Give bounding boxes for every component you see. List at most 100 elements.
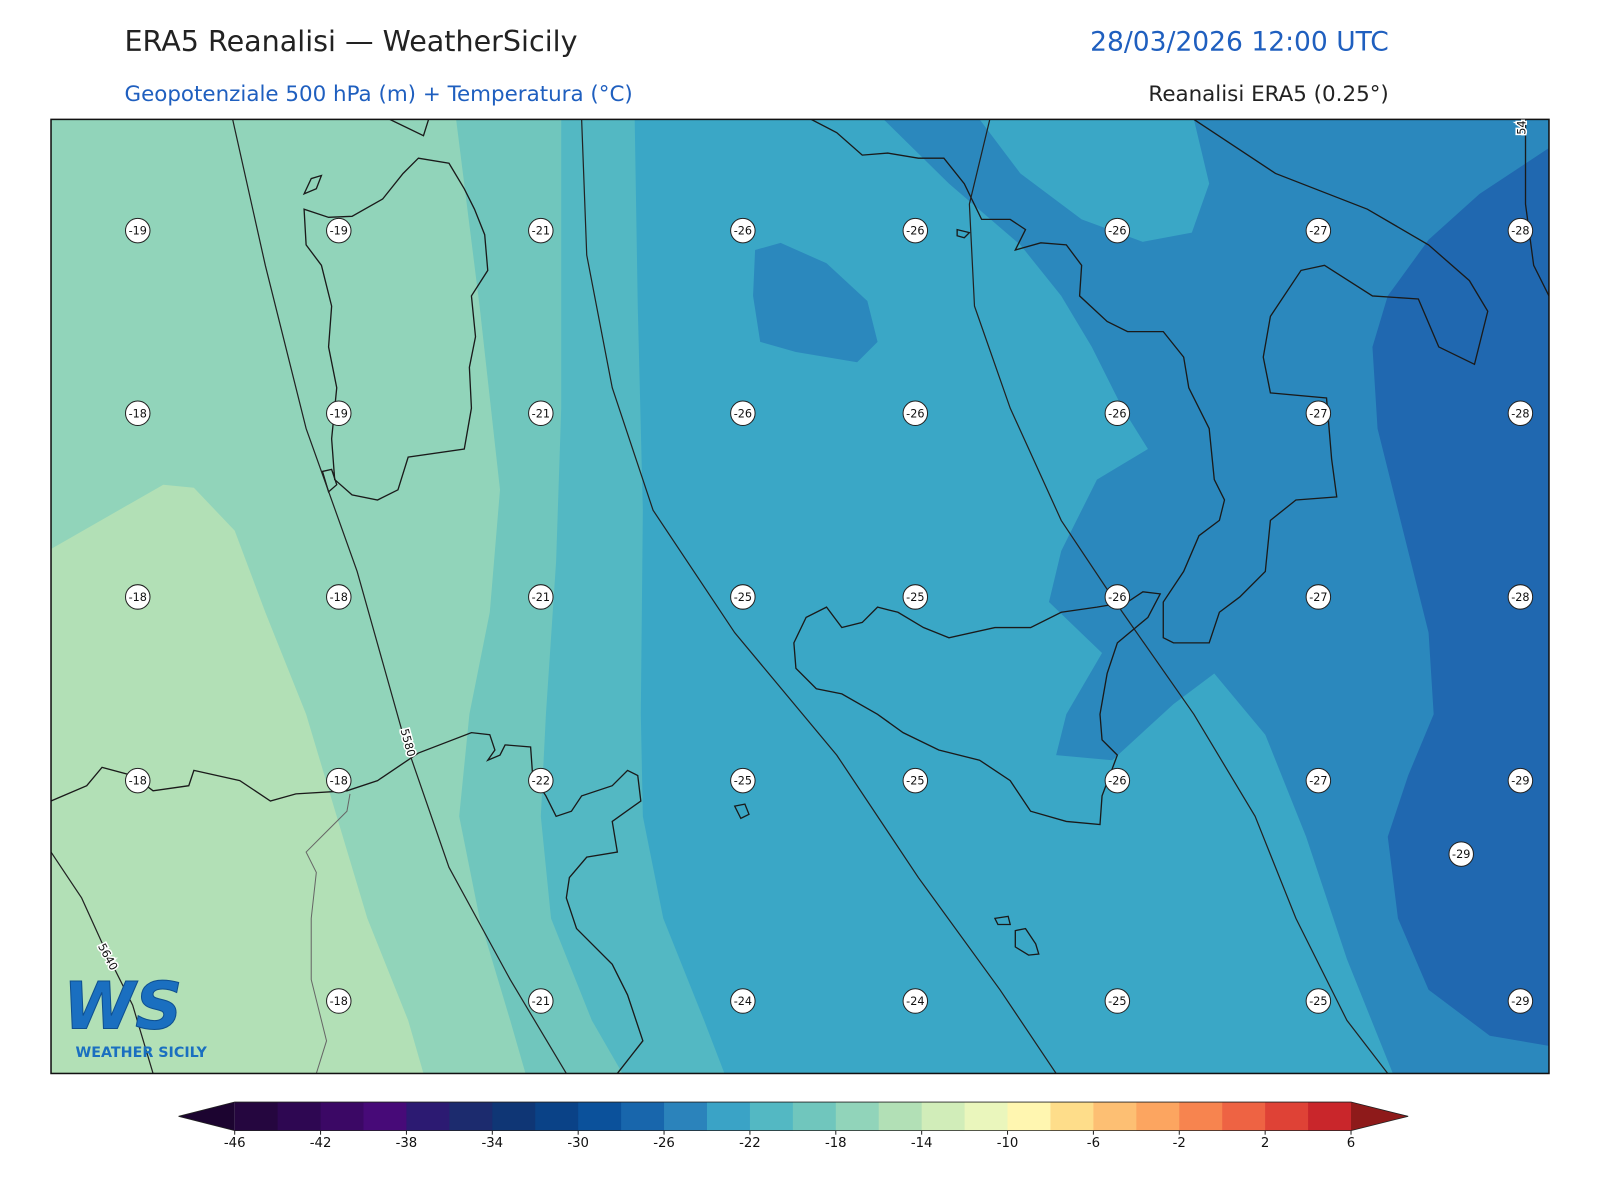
map-field <box>51 119 1549 1074</box>
colorbar-tick-label: -42 <box>310 1136 332 1151</box>
colorbar-segment <box>1050 1102 1094 1131</box>
temperature-label: -19 <box>330 407 348 420</box>
colorbar-extend-high <box>1351 1102 1409 1131</box>
colorbar-segment <box>406 1102 450 1131</box>
coastline <box>389 119 430 137</box>
title: ERA5 Reanalisi — WeatherSicily <box>124 24 577 58</box>
station-marker <box>125 767 151 794</box>
temperature-label: -26 <box>734 407 752 420</box>
temperature-label: -24 <box>906 995 924 1008</box>
station-marker <box>528 217 554 244</box>
colorbar-segment <box>1093 1102 1137 1131</box>
colorbar-tick-label: 6 <box>1347 1136 1355 1151</box>
colorbar-segment <box>492 1102 536 1131</box>
station-marker <box>730 217 756 244</box>
temperature-label: -18 <box>330 775 348 788</box>
colorbar-segment <box>1136 1102 1180 1131</box>
station-marker <box>1507 400 1534 427</box>
temperature-label: -26 <box>1108 775 1126 788</box>
temperature-label: -25 <box>906 591 924 604</box>
temperature-label: -21 <box>532 225 550 238</box>
temperature-label: -25 <box>734 591 752 604</box>
station-marker <box>1305 767 1332 794</box>
station-marker <box>1305 217 1332 244</box>
colorbar-segment <box>1222 1102 1266 1131</box>
station-marker <box>902 988 929 1014</box>
station-marker <box>730 400 756 427</box>
colorbar-segment <box>1265 1102 1309 1131</box>
logo: WS WEATHER SICILY <box>63 968 208 1061</box>
colorbar-segment <box>964 1102 1009 1131</box>
temperature-label: -18 <box>330 995 348 1008</box>
temperature-label: -26 <box>906 407 924 420</box>
temperature-label: -29 <box>1511 775 1529 788</box>
temperature-label: -26 <box>1108 407 1126 420</box>
station-marker <box>1305 988 1332 1014</box>
station-marker <box>730 988 756 1014</box>
coastline <box>51 731 644 1074</box>
station-marker <box>528 400 554 427</box>
station-marker <box>326 767 352 794</box>
station-marker <box>1507 767 1534 794</box>
temperature-label: -27 <box>1309 407 1327 420</box>
border <box>305 793 351 1074</box>
temperature-label: -18 <box>129 591 147 604</box>
colorbar-segment <box>1308 1102 1352 1131</box>
temperature-label: -18 <box>129 775 147 788</box>
temperature-label: -26 <box>1108 591 1126 604</box>
colorbar-tick-label: 2 <box>1261 1136 1269 1151</box>
coastline <box>302 174 323 196</box>
source: Reanalisi ERA5 (0.25°) <box>1148 82 1388 107</box>
station-marker <box>326 400 352 427</box>
station-marker <box>125 217 151 244</box>
temperature-label: -25 <box>906 775 924 788</box>
datetime: 28/03/2026 12:00 UTC <box>1090 26 1389 57</box>
station-marker <box>528 584 554 610</box>
colorbar-segment <box>320 1102 365 1131</box>
colorbar-tick-label: -34 <box>481 1136 503 1151</box>
colorbar-segment <box>706 1102 751 1131</box>
colorbar-segment <box>1007 1102 1051 1131</box>
colorbar-extend-low <box>178 1102 235 1131</box>
temperature-label: -26 <box>906 225 924 238</box>
coastline <box>303 157 489 501</box>
station-marker <box>1448 841 1474 867</box>
station-marker <box>1104 584 1131 610</box>
colorbar-tick-label: -14 <box>911 1136 933 1151</box>
station-marker <box>1507 988 1534 1014</box>
temperature-label: -29 <box>1511 995 1529 1008</box>
colorbar-segment <box>535 1102 579 1131</box>
station-marker <box>1104 988 1131 1014</box>
colorbar-tick-label: -18 <box>825 1136 847 1151</box>
subtitle: Geopotenziale 500 hPa (m) + Temperatura … <box>124 82 632 107</box>
temperature-label: -26 <box>734 225 752 238</box>
field-band <box>51 484 424 1074</box>
station-marker <box>1104 400 1131 427</box>
colorbar-tick-label: -6 <box>1087 1136 1100 1151</box>
temperature-label: -21 <box>532 407 550 420</box>
coastline <box>1014 927 1040 956</box>
colorbar-segment <box>664 1102 708 1131</box>
contour-line <box>581 119 1057 1074</box>
temperature-label: -25 <box>734 775 752 788</box>
colorbar-segment <box>621 1102 665 1131</box>
colorbar-segment <box>1179 1102 1223 1131</box>
colorbar-segment <box>449 1102 493 1131</box>
logo-mark: WS <box>63 968 182 1044</box>
station-marker <box>1104 217 1131 244</box>
temperature-label: -27 <box>1309 225 1327 238</box>
colorbar-segment <box>277 1102 322 1131</box>
temperature-label: -28 <box>1511 407 1529 420</box>
station-marker <box>528 767 554 794</box>
station-marker <box>528 988 554 1014</box>
station-marker <box>1507 584 1534 610</box>
colorbar-tick-label: -10 <box>997 1136 1019 1151</box>
colorbar-segment <box>878 1102 923 1131</box>
temperature-label: -18 <box>129 407 147 420</box>
coastline <box>810 119 1489 644</box>
temperature-label: -26 <box>1108 225 1126 238</box>
colorbar-segment <box>749 1102 794 1131</box>
temperature-label: -19 <box>129 225 147 238</box>
colorbar-segment <box>792 1102 837 1131</box>
contour-line <box>51 851 154 1074</box>
